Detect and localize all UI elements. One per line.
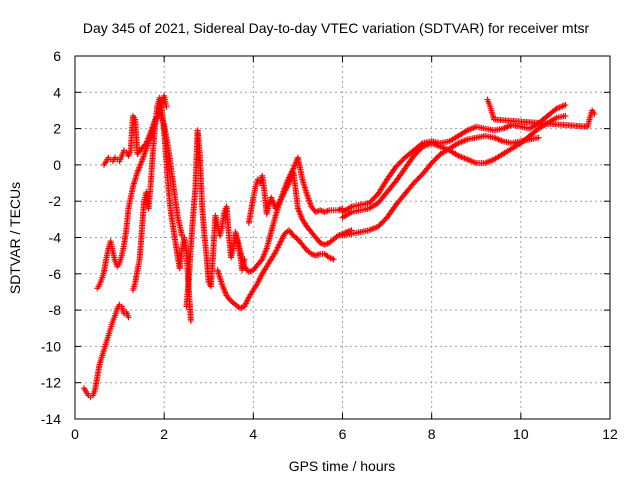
x-tick-label: 10 [513,426,529,442]
x-tick-label: 2 [160,426,168,442]
data-point [562,102,569,109]
data-point [302,245,309,252]
data-points [80,92,598,401]
x-tick-label: 12 [602,426,618,442]
x-axis-label: GPS time / hours [289,458,396,474]
y-tick-label: 6 [53,48,61,64]
y-tick-label: -6 [49,266,62,282]
data-point [535,134,542,141]
data-point [226,296,233,303]
chart-title: Day 345 of 2021, Sidereal Day-to-day VTE… [83,20,590,36]
y-axis-label: SDTVAR / TECUs [7,182,23,294]
x-tick-label: 8 [428,426,436,442]
y-tick-label: 4 [53,84,61,100]
y-tick-label: -2 [49,193,62,209]
y-tick-label: -10 [41,338,61,354]
data-point [289,231,296,238]
y-tick-label: 0 [53,157,61,173]
data-point [330,256,337,263]
y-tick-label: -4 [49,230,62,246]
x-tick-label: 4 [249,426,257,442]
data-point [187,317,194,324]
y-tick-label: -12 [41,375,61,391]
data-point [562,112,569,119]
data-point [163,103,170,110]
x-tick-label: 6 [339,426,347,442]
y-tick-label: 2 [53,121,61,137]
y-tick-label: -14 [41,411,61,427]
axis-ticks: 0 2 4 6 8 10 12 -14 -12 -10 -8 -6 -4 -2 0 2 4 6 [41,48,618,442]
y-tick-label: -8 [49,302,62,318]
data-point [418,141,425,148]
data-point [125,314,132,321]
x-tick-label: 0 [71,426,79,442]
data-point [591,111,598,118]
